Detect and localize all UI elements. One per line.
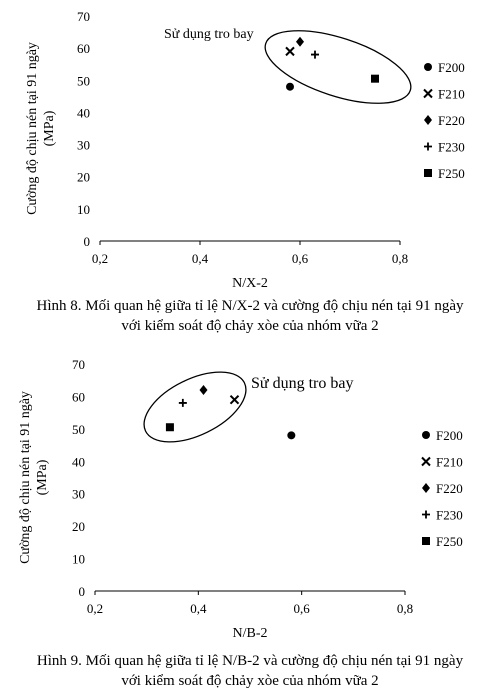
fig8-y-tick-label: 70: [77, 9, 90, 24]
figure-9-caption-line-1: Hình 9. Mối quan hệ giữa tỉ lệ N/B-2 và …: [36, 653, 464, 669]
figure-9-chart: 0 10 20 30 40 50 60 70 0,2 0,4 0,6 0,8 N/B-2 Cường độ…: [18, 357, 463, 641]
fig9-point-f210: [229, 394, 240, 405]
fig9-x-tick-label: 0,4: [190, 601, 207, 616]
fig9-y-tick-label: 70: [72, 357, 85, 372]
fig8-point-f230: [311, 50, 319, 59]
figure-8-caption: Hình 8. Mối quan hệ giữa tỉ lệ N/X-2 và …: [0, 296, 500, 336]
fig8-y-tick-label: 30: [77, 138, 90, 153]
fig9-x-axis-title: N/B-2: [233, 626, 268, 641]
fig8-x-tick-label: 0,4: [192, 251, 209, 266]
fig8-y-tick-label: 50: [77, 73, 90, 88]
fig8-y-tick-label: 20: [77, 170, 90, 185]
fig8-legend-marker-f210: [423, 88, 433, 99]
fig9-y-tick-label: 10: [72, 552, 85, 567]
fig9-point-f200: [287, 431, 296, 440]
fig9-y-tick-label: 30: [72, 487, 85, 502]
fig8-legend-marker-f230: [424, 142, 432, 151]
fig9-legend-label-f230: F230: [436, 508, 463, 523]
fig8-y-axis-title-line-2: (MPa): [42, 110, 57, 146]
fig8-y-axis-title-line-1: Cường độ chịu nén tại 91 ngày: [25, 42, 40, 215]
fig9-legend-label-f250: F250: [436, 534, 463, 549]
fig8-annotation: Sử dụng tro bay: [164, 27, 254, 42]
fig9-x-tick-label: 0,8: [397, 601, 413, 616]
fig9-legend-label-f200: F200: [436, 428, 463, 443]
fig8-point-f220: [296, 36, 304, 47]
fig9-x-tick-label: 0,2: [87, 601, 103, 616]
fig9-annotation: Sử dụng tro bay: [251, 375, 353, 392]
fig8-legend-label-f220: F220: [438, 113, 465, 128]
fig8-legend-marker-f250: [424, 169, 432, 177]
fig9-y-tick-label: 40: [72, 454, 85, 469]
fig8-legend-label-f230: F230: [438, 140, 465, 155]
fig8-x-axis-title: N/X-2: [232, 276, 268, 290]
fig8-legend-label-f210: F210: [438, 87, 465, 102]
fig8-y-tick-label: 60: [77, 41, 90, 56]
fig8-fly-ash-ellipse: [264, 30, 412, 104]
fig9-point-f250: [165, 423, 174, 432]
figure-8-caption-line-2: với kiểm soát độ chảy xòe của nhóm vữa 2: [121, 318, 379, 334]
fig9-legend-marker-f250: [422, 537, 430, 545]
fig8-y-tick-label: 40: [77, 105, 90, 120]
fig9-legend-marker-f200: [422, 431, 430, 439]
fig8-y-tick-label: 0: [84, 234, 91, 249]
fig9-legend-label-f210: F210: [436, 455, 463, 470]
fig8-legend-marker-f200: [424, 63, 432, 71]
fig9-y-axis-title-line-2: (MPa): [35, 459, 50, 495]
fig9-legend-marker-f220: [422, 483, 430, 493]
fig8-point-f200: [286, 82, 294, 91]
fig9-y-tick-label: 50: [72, 422, 85, 437]
figure-8-caption-line-1: Hình 8. Mối quan hệ giữa tỉ lệ N/X-2 và …: [36, 298, 464, 314]
fig9-legend-marker-f230: [422, 510, 430, 519]
fig8-legend-marker-f220: [424, 115, 432, 125]
fig8-point-f250: [371, 74, 379, 83]
figure-8-chart: 0 10 20 30 40 50 60 70 0,2 0,4 0,6 0,8 N/X-2 Cường độ…: [25, 9, 465, 290]
fig8-x-tick-label: 0,8: [392, 251, 408, 266]
fig8-legend-label-f200: F200: [438, 60, 465, 75]
fig8-y-tick-label: 10: [77, 202, 90, 217]
fig8-x-tick-label: 0,6: [292, 251, 309, 266]
fig9-point-f220: [199, 384, 208, 395]
fig8-legend-label-f250: F250: [438, 166, 465, 181]
fig9-y-tick-label: 20: [72, 519, 85, 534]
figure-9-caption-line-2: với kiểm soát độ chảy xòe của nhóm vữa 2: [121, 673, 379, 689]
fig9-y-tick-label: 0: [79, 584, 86, 599]
fig9-y-tick-label: 60: [72, 389, 85, 404]
fig8-x-tick-label: 0,2: [92, 251, 108, 266]
figure-9-caption: Hình 9. Mối quan hệ giữa tỉ lệ N/B-2 và …: [0, 651, 500, 691]
fig9-x-tick-label: 0,6: [294, 601, 311, 616]
fig8-point-f210: [285, 46, 295, 57]
fig9-y-axis-title-line-1: Cường độ chịu nén tại 91 ngày: [18, 391, 33, 564]
fig9-fly-ash-ellipse: [143, 371, 247, 443]
fig9-legend-label-f220: F220: [436, 481, 463, 496]
fig9-point-f230: [178, 398, 187, 407]
fig9-legend-marker-f210: [421, 456, 431, 467]
